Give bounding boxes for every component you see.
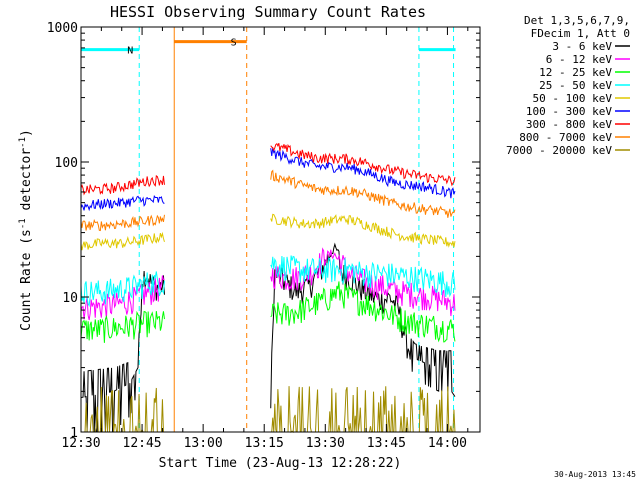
y-axis-label: Count Rate (s-1 detector-1) (18, 129, 34, 331)
legend-header-1: FDecim 1, Att 0 (531, 27, 630, 40)
y-tick-label-0: 1 (70, 426, 78, 441)
y-axis-label-part-3: -1 (18, 137, 28, 148)
legend-entry-1: 6 - 12 keV (546, 53, 613, 66)
x-tick-label-0: 12:30 (61, 436, 100, 451)
series-3-post (270, 255, 456, 298)
y-tick-label-2: 100 (55, 156, 78, 171)
data-layer: NS (80, 27, 456, 433)
x-tick-label-3: 13:15 (245, 436, 284, 451)
plot-frame (80, 26, 481, 433)
x-tick-label-6: 14:00 (428, 436, 467, 451)
y-axis-label-part-0: Count Rate (s (19, 229, 34, 331)
flag-S-label: S (231, 38, 237, 49)
series-0-post (270, 242, 456, 409)
legend: Det 1,3,5,6,7,9,FDecim 1, Att 03 - 6 keV… (506, 14, 630, 157)
series-0-pre (80, 270, 165, 433)
series-7-post (270, 169, 456, 218)
series-7-pre (80, 214, 165, 232)
series-4-post (270, 213, 456, 248)
series-6-post (270, 142, 456, 187)
legend-entry-7: 800 - 7000 keV (519, 131, 612, 144)
x-tick-label-1: 12:45 (123, 436, 162, 451)
y-axis-label-part-1: -1 (18, 218, 28, 229)
footer-date: 30-Aug-2013 13:45 (554, 470, 636, 479)
series-5-pre (80, 194, 165, 212)
series-3-pre (80, 271, 165, 307)
chart-title: HESSI Observing Summary Count Rates (110, 3, 426, 21)
x-tick-label-5: 13:45 (367, 436, 406, 451)
legend-entry-6: 300 - 800 keV (526, 118, 612, 131)
series-6-pre (80, 175, 165, 196)
legend-entry-4: 50 - 100 keV (533, 92, 613, 105)
x-tick-label-4: 13:30 (306, 436, 345, 451)
series-4-pre (80, 231, 165, 251)
y-axis-label-part-4: ) (19, 129, 34, 137)
legend-entry-0: 3 - 6 keV (552, 40, 612, 53)
legend-header-0: Det 1,3,5,6,7,9, (524, 14, 630, 27)
series-8-post (270, 386, 456, 433)
y-tick-label-3: 1000 (47, 21, 78, 36)
series-2-post (270, 281, 456, 343)
legend-entry-8: 7000 - 20000 keV (506, 144, 612, 157)
flag-N-label: N (127, 46, 133, 57)
legend-entry-2: 12 - 25 keV (539, 66, 612, 79)
axis-layer: 12:30 12:45 13:00 13:15 13:30 13:45 14:00 1 10 10… (47, 21, 480, 451)
legend-entry-5: 100 - 300 keV (526, 105, 612, 118)
series-2-pre (80, 310, 165, 343)
x-tick-label-2: 13:00 (184, 436, 223, 451)
legend-entry-3: 25 - 50 keV (539, 79, 612, 92)
x-axis-label: Start Time (23-Aug-13 12:28:22) (159, 456, 402, 471)
series-5-post (270, 147, 456, 199)
y-axis-label-part-2: detector (19, 148, 34, 219)
y-tick-label-1: 10 (62, 291, 78, 306)
